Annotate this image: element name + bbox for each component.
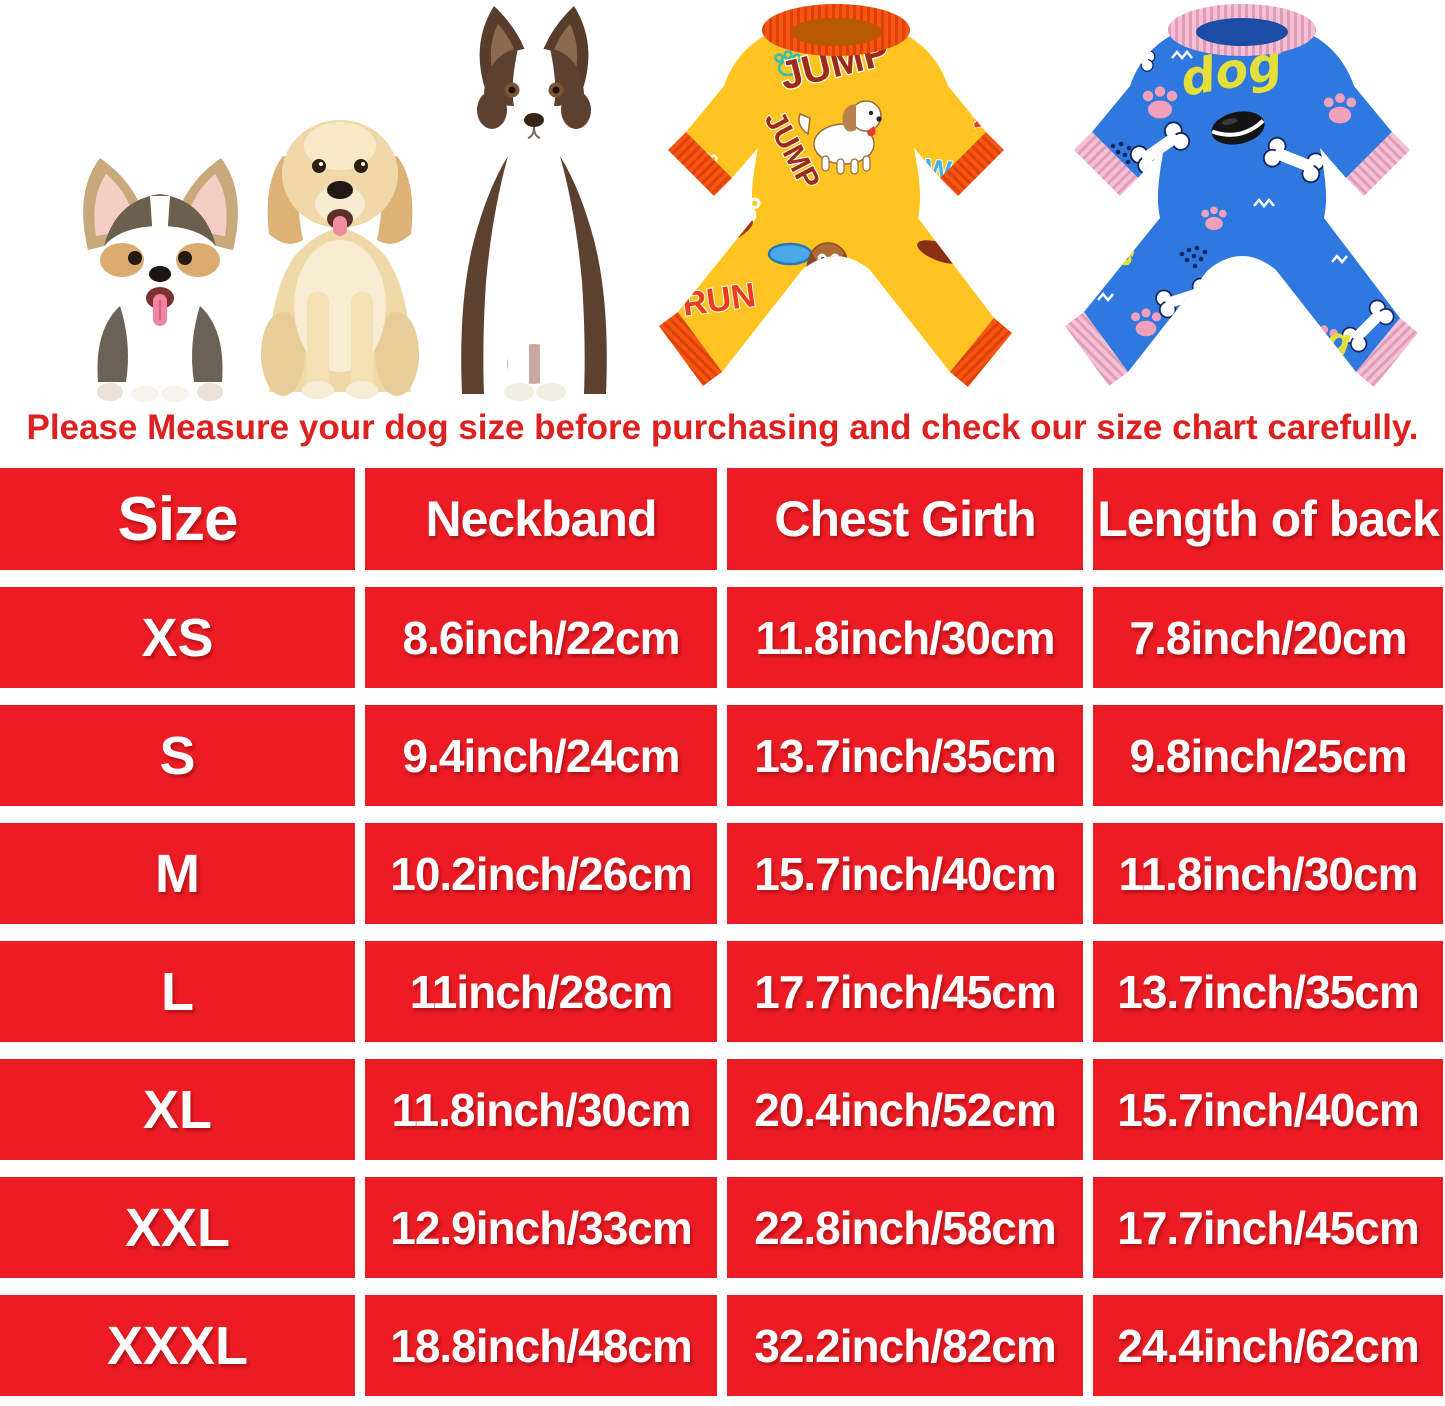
measurement-cell: 7.8inch/20cm: [1093, 587, 1443, 688]
blue-pajama-body: [1084, 34, 1400, 372]
column-header-size: Size: [0, 468, 355, 570]
leg-cuff: [1065, 312, 1128, 386]
size-label-cell: XL: [0, 1059, 355, 1160]
column-header-neckband: Neckband: [365, 468, 717, 570]
size-label-cell: XXXL: [0, 1295, 355, 1396]
golden-retriever-puppy-photo: [261, 120, 419, 399]
measurement-cell: 8.6inch/22cm: [365, 587, 717, 688]
size-chart-table: Size Neckband Chest Girth Length of back XS 8…: [0, 468, 1445, 1396]
paw-print-icon: [959, 55, 985, 79]
measurement-cell: 10.2inch/26cm: [365, 823, 717, 924]
measurement-cell: 17.7inch/45cm: [1093, 1177, 1443, 1278]
measurement-cell: 32.2inch/82cm: [727, 1295, 1083, 1396]
measurement-cell: 13.7inch/35cm: [1093, 941, 1443, 1042]
squiggle-icons: [1097, 50, 1348, 302]
measurement-cell: 11inch/28cm: [365, 941, 717, 1042]
measure-notice: Please Measure your dog size before purc…: [26, 408, 1419, 447]
pajama-word-dog: dog: [1277, 313, 1354, 363]
collar-opening: [1196, 18, 1288, 46]
leg-cuff: [950, 318, 1012, 387]
corgi-puppy-photo: [83, 158, 238, 402]
measurement-cell: 12.9inch/33cm: [365, 1177, 717, 1278]
size-label-cell: S: [0, 705, 355, 806]
sleeve-cuff: [1346, 132, 1410, 196]
paw-print-icon: [774, 50, 802, 77]
column-header-chest-girth: Chest Girth: [727, 468, 1083, 570]
measurement-cell: 22.8inch/58cm: [727, 1177, 1083, 1278]
sleeve-cuff: [1074, 132, 1138, 196]
size-label-cell: L: [0, 941, 355, 1042]
measurement-cell: 15.7inch/40cm: [1093, 1059, 1443, 1160]
leg-cuff: [1356, 318, 1418, 387]
paw-print-icon: [877, 323, 911, 356]
sleeve-cuff: [668, 132, 732, 196]
measurement-cell: 11.8inch/30cm: [365, 1059, 717, 1160]
column-header-length-of-back: Length of back: [1093, 468, 1443, 570]
measurement-cell: 20.4inch/52cm: [727, 1059, 1083, 1160]
white-cartoon-dog-icon: [798, 100, 882, 175]
yellow-pajama-body: [678, 34, 994, 372]
size-label-cell: XXL: [0, 1177, 355, 1278]
dachshund-print-icon: [698, 211, 714, 227]
yellow-dog-pajama: JUMP JUMP RUN RUN RUN WOF: [659, 4, 1012, 387]
paw-print-icon: [940, 214, 968, 241]
measurement-cell: 24.4inch/62cm: [1093, 1295, 1443, 1396]
measurement-cell: 15.7inch/40cm: [727, 823, 1083, 924]
collar-opening: [790, 18, 882, 46]
measurement-cell: 9.4inch/24cm: [365, 705, 717, 806]
sleeve-cuff: [940, 132, 1004, 196]
measurement-cell: 9.8inch/25cm: [1093, 705, 1443, 806]
leg-cuff: [659, 312, 722, 386]
hero-section: JUMP JUMP RUN RUN RUN WOF: [0, 0, 1445, 468]
frisbee-icon: [767, 242, 813, 266]
measurement-cell: 17.7inch/45cm: [727, 941, 1083, 1042]
measurement-cell: 13.7inch/35cm: [727, 705, 1083, 806]
measurement-cell: 11.8inch/30cm: [727, 587, 1083, 688]
measurement-cell: 18.8inch/48cm: [365, 1295, 717, 1396]
border-collie-puppy-photo: [461, 6, 607, 401]
measurement-cell: 11.8inch/30cm: [1093, 823, 1443, 924]
blue-dog-pajama: dog dog dog dog: [1065, 4, 1418, 387]
size-label-cell: XS: [0, 587, 355, 688]
size-label-cell: M: [0, 823, 355, 924]
